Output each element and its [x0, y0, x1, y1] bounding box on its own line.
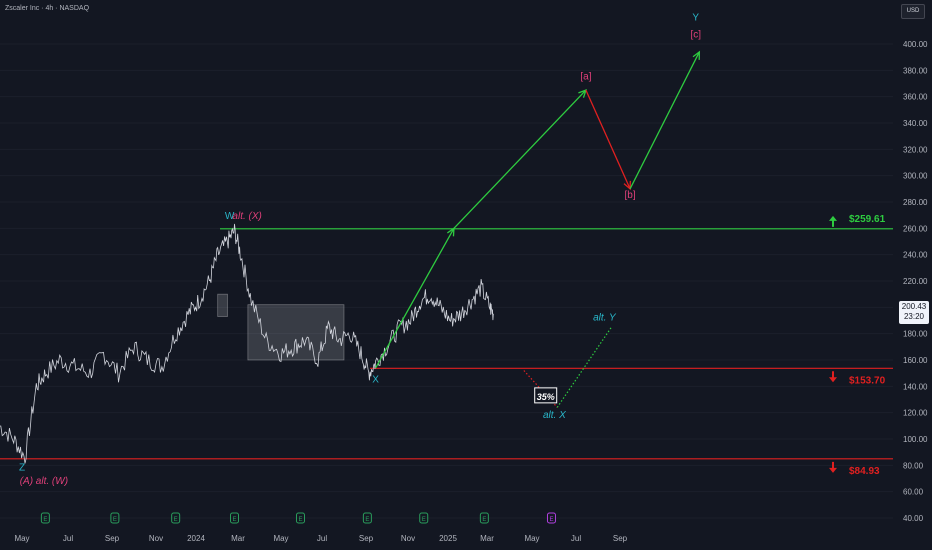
y-tick-label: 60.00 [903, 488, 924, 497]
bar-countdown: 23:20 [903, 312, 925, 321]
wave-label: [c] [690, 29, 701, 40]
probability-badge [534, 387, 558, 404]
x-tick-label: Sep [105, 534, 120, 543]
y-tick-label: 120.00 [903, 409, 928, 418]
y-tick-label: 400.00 [903, 40, 928, 49]
alt-path-leg [556, 326, 612, 408]
x-tick-label: May [273, 534, 288, 543]
level-label: $259.61 [849, 214, 886, 225]
wave-label: (A) alt. (W) [20, 476, 68, 487]
projection-leg [453, 89, 587, 229]
arrowhead-icon [692, 50, 701, 60]
y-tick-label: 280.00 [903, 198, 928, 207]
earnings-icon-letter: E [113, 517, 117, 523]
x-tick-label: Mar [480, 534, 494, 543]
wave-label: alt. X [543, 410, 566, 421]
earnings-icon-letter: E [298, 517, 302, 523]
y-tick-label: 160.00 [903, 356, 928, 365]
wave-label: Z [19, 463, 25, 474]
projection-leg [375, 228, 455, 369]
earnings-icon [419, 512, 429, 524]
x-tick-label: Nov [149, 534, 163, 543]
price-line [0, 223, 494, 464]
arrow-down-icon [829, 371, 837, 383]
earnings-icon-letter: E [365, 517, 369, 523]
x-tick-label: Jul [63, 534, 73, 543]
projection-leg [585, 89, 631, 190]
y-axis: 40.00 60.00 80.00 100.00 120.00 140.00 160.00 1… [903, 40, 928, 523]
wave-label: Y [692, 12, 699, 23]
y-tick-label: 380.00 [903, 66, 928, 75]
chart-title: Zscaler Inc · 4h · NASDAQ [5, 5, 90, 12]
x-tick-label: Jul [571, 534, 581, 543]
earnings-icon [546, 512, 556, 524]
wave-label: [b] [625, 190, 636, 201]
x-axis: May Jul Sep Nov 2024 Mar May Jul Sep Nov 2025 Mar Ma… [14, 534, 627, 543]
x-tick-label: May [14, 534, 29, 543]
level-label: $153.70 [849, 375, 886, 386]
y-tick-label: 40.00 [903, 514, 924, 523]
consolidation-box [217, 293, 228, 317]
x-tick-label: Jul [317, 534, 327, 543]
price-levels: $259.61 $153.70 $84.93 [0, 214, 893, 477]
last-price-tag: 200.43 23:20 [899, 301, 929, 324]
earnings-icon-letter: E [422, 517, 426, 523]
y-tick-label: 260.00 [903, 224, 928, 233]
earnings-icon [171, 512, 181, 524]
x-tick-label: Mar [231, 534, 245, 543]
x-tick-label: 2024 [187, 534, 205, 543]
y-tick-label: 100.00 [903, 435, 928, 444]
arrow-up-icon [829, 215, 837, 227]
projection-leg [629, 51, 700, 190]
consolidation-box [247, 304, 345, 361]
probability-badge-label: 35% [537, 392, 555, 402]
earnings-icon [110, 512, 120, 524]
earnings-icon [230, 512, 239, 524]
last-price: 200.43 [901, 302, 927, 311]
earnings-icon [362, 512, 372, 524]
y-tick-label: 300.00 [903, 172, 928, 181]
earnings-icon-letter: E [549, 517, 553, 523]
x-tick-label: May [524, 534, 539, 543]
arrowhead-icon [578, 89, 587, 98]
wave-label: [a] [580, 72, 591, 83]
earnings-icon-letter: E [174, 517, 178, 523]
earnings-icon [479, 512, 489, 524]
wave-label: alt. Y [593, 313, 617, 324]
x-tick-label: Sep [359, 534, 374, 543]
wave-label: X [372, 374, 379, 385]
y-tick-label: 240.00 [903, 251, 928, 260]
price-series [0, 223, 494, 464]
x-tick-label: Sep [613, 534, 628, 543]
wave-projections [375, 50, 701, 408]
x-tick-label: Nov [401, 534, 415, 543]
y-tick-label: 340.00 [903, 119, 928, 128]
y-tick-label: 80.00 [903, 461, 924, 470]
y-tick-label: 180.00 [903, 330, 928, 339]
earnings-icon-letter: E [482, 517, 486, 523]
currency-button[interactable]: USD [901, 4, 925, 19]
x-tick-label: 2025 [439, 534, 457, 543]
level-label: $84.93 [849, 466, 880, 477]
earnings-icon-letter: E [43, 517, 47, 523]
wave-label: alt. (X) [232, 211, 261, 222]
consolidation-boxes [217, 293, 345, 361]
arrow-down-icon [829, 461, 837, 473]
wave-label: W [225, 211, 235, 222]
y-tick-label: 320.00 [903, 145, 928, 154]
earnings-icon-letter: E [232, 517, 236, 523]
earnings-icon [40, 512, 50, 524]
y-tick-label: 140.00 [903, 382, 928, 391]
y-tick-label: 220.00 [903, 277, 928, 286]
y-tick-label: 360.00 [903, 93, 928, 102]
grid [0, 43, 893, 519]
earnings-icon [295, 512, 305, 524]
